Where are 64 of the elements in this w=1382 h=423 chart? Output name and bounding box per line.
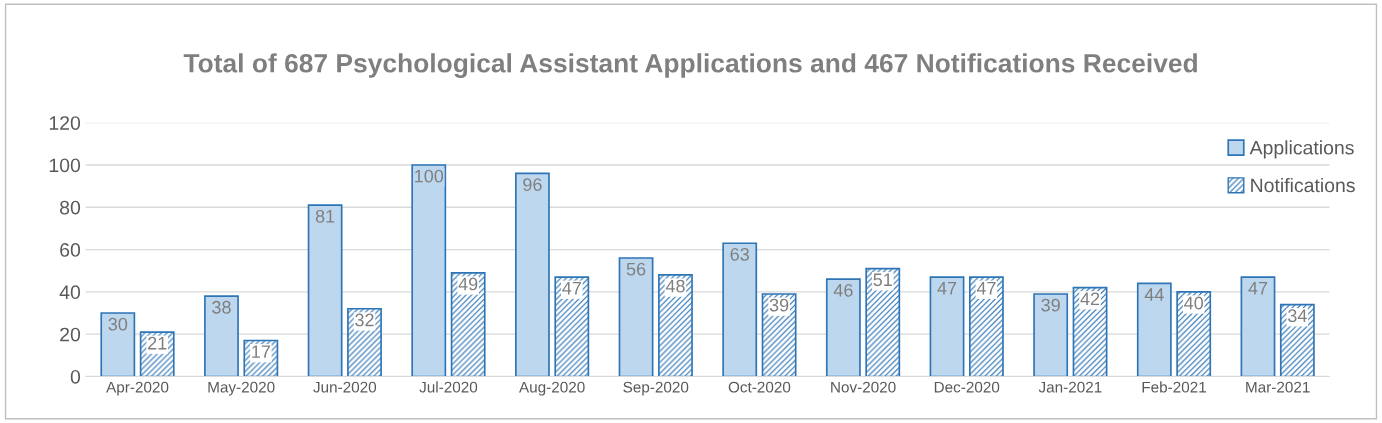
data-label: 63 xyxy=(730,247,749,261)
data-label: 32 xyxy=(355,313,374,327)
bar xyxy=(722,242,758,377)
y-tick-label: 20 xyxy=(60,327,81,342)
bar xyxy=(968,276,1004,377)
y-tick-label: 40 xyxy=(59,285,81,300)
data-label: 47 xyxy=(937,282,957,295)
x-tick-label: May-2020 xyxy=(208,381,275,396)
bar xyxy=(929,276,965,377)
bar xyxy=(450,272,486,377)
x-tick-label: Dec-2020 xyxy=(934,381,1000,393)
bar xyxy=(204,295,239,377)
x-tick-label: Nov-2020 xyxy=(831,381,896,393)
bar xyxy=(554,276,590,377)
data-label: 48 xyxy=(665,279,685,293)
legend-label: Applications xyxy=(1249,140,1354,159)
data-label: 51 xyxy=(873,273,892,287)
data-label: 49 xyxy=(458,277,478,291)
bar xyxy=(658,274,693,377)
bar xyxy=(825,278,861,377)
data-label: 47 xyxy=(976,282,996,295)
data-label: 42 xyxy=(1080,292,1100,305)
x-tick-label: Oct-2020 xyxy=(728,381,791,393)
x-tick-label: Jul-2020 xyxy=(419,381,478,393)
data-label: 21 xyxy=(148,336,167,350)
bar xyxy=(1240,276,1276,377)
y-tick-label: 120 xyxy=(49,116,81,130)
legend-label: Notifications xyxy=(1251,177,1355,193)
data-label: 17 xyxy=(252,345,270,358)
bar xyxy=(307,204,343,377)
data-label: 47 xyxy=(562,282,581,295)
y-tick-label: 60 xyxy=(60,243,81,257)
x-tick-label: Jan-2021 xyxy=(1038,381,1102,393)
data-label: 38 xyxy=(212,300,231,314)
bar xyxy=(1176,291,1212,377)
x-tick-label: Sep-2020 xyxy=(623,381,689,396)
x-tick-label: Mar-2021 xyxy=(1246,381,1310,393)
x-tick-label: Jun-2020 xyxy=(313,381,377,393)
data-label: 39 xyxy=(1041,298,1060,312)
data-label: 46 xyxy=(833,283,853,297)
data-label: 96 xyxy=(523,178,542,191)
y-tick-label: 100 xyxy=(49,158,81,173)
x-tick-label: Feb-2021 xyxy=(1142,381,1206,393)
data-label: 100 xyxy=(415,169,444,183)
chart-title: Total of 687 Psychological Assistant Applications and 467 Notifications Received xyxy=(183,53,1197,78)
bar xyxy=(865,267,901,377)
data-label: 81 xyxy=(315,209,335,223)
data-label: 47 xyxy=(1248,282,1268,295)
bar xyxy=(618,257,654,377)
bar xyxy=(761,293,797,377)
y-tick-label: 0 xyxy=(70,369,81,384)
y-tick-label: 80 xyxy=(60,200,81,215)
x-tick-label: Apr-2020 xyxy=(106,381,169,396)
bar xyxy=(514,172,550,377)
bar xyxy=(411,164,447,377)
data-label: 34 xyxy=(1288,309,1307,323)
data-label: 56 xyxy=(626,262,646,276)
x-tick-label: Aug-2020 xyxy=(519,381,585,396)
data-label: 40 xyxy=(1184,296,1204,310)
bar xyxy=(1136,282,1172,377)
bar xyxy=(1033,293,1069,377)
data-label: 44 xyxy=(1144,288,1164,301)
data-label: 39 xyxy=(769,298,789,312)
data-label: 30 xyxy=(108,317,128,331)
